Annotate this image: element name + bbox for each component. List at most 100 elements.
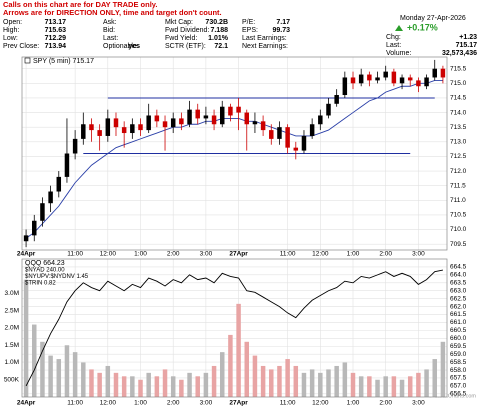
volume-bar xyxy=(252,355,258,397)
volume-bar xyxy=(309,369,315,397)
indicator-label: $TRIN 0.82 xyxy=(25,281,56,287)
candle-body xyxy=(162,121,168,128)
summary-change-pct: +0.17% xyxy=(407,22,438,32)
volume-bar xyxy=(130,376,135,397)
volume-bar xyxy=(399,379,405,397)
indicator-label: $NYUPV:$NYDNV 1.45 xyxy=(25,274,89,280)
quote-value: 713.94 xyxy=(45,43,67,50)
y-tick-label: 714.0 xyxy=(450,109,467,116)
candle-body xyxy=(130,124,135,134)
volume-bar xyxy=(187,372,192,397)
volume-bar xyxy=(342,362,348,397)
candle-body xyxy=(48,191,53,204)
y-tick-label: 661.5 xyxy=(450,311,467,318)
summary-label: Chg: xyxy=(386,34,401,41)
candle-body xyxy=(424,77,429,87)
x-tick-label: 11:00 xyxy=(280,251,296,258)
x-tick-label: 1:00 xyxy=(347,251,360,258)
notice-line: Arrows are for DIRECTION ONLY, time and … xyxy=(3,8,222,17)
candle-body xyxy=(72,138,78,154)
candle-body xyxy=(40,203,45,221)
volume-bar xyxy=(89,369,94,397)
quote-label: Prev Close: xyxy=(3,43,39,50)
x-tick-label: 12:00 xyxy=(312,400,329,406)
candle-body xyxy=(187,109,192,125)
y-tick-label: 656.5 xyxy=(450,391,467,398)
quote-label: Optionable: xyxy=(103,43,139,50)
quote-label: Next Earnings: xyxy=(242,43,288,50)
summary-value: 32,573,436 xyxy=(442,50,477,57)
volume-tick-label: 2.5M xyxy=(5,307,19,314)
quote-label: Fwd Dividend: xyxy=(165,27,209,34)
summary-value: +1.23 xyxy=(459,34,477,41)
candle-body xyxy=(228,106,233,116)
indicator-label: $NYAD 240.00 xyxy=(25,268,65,274)
y-tick-label: 658.0 xyxy=(450,367,467,374)
quote-value: 730.2B xyxy=(205,19,228,26)
volume-bar xyxy=(56,359,62,397)
candle-body xyxy=(113,118,119,128)
volume-bar xyxy=(293,365,299,397)
quote-label: SCTR (ETF): xyxy=(165,43,206,50)
y-tick-label: 662.5 xyxy=(450,295,467,302)
y-tick-label: 664.5 xyxy=(450,264,467,271)
candle-body xyxy=(375,77,380,81)
candle-body xyxy=(301,135,307,151)
volume-bar xyxy=(424,369,429,397)
y-tick-label: 659.5 xyxy=(450,343,467,350)
candle-body xyxy=(318,115,323,125)
volume-bar xyxy=(97,372,102,397)
quote-label: EPS: xyxy=(242,27,258,34)
quote-value: 713.17 xyxy=(45,19,67,26)
volume-bar xyxy=(40,341,45,397)
quote-value: 99.73 xyxy=(272,27,290,34)
y-tick-label: 660.5 xyxy=(450,327,467,334)
y-tick-label: 713.5 xyxy=(450,124,467,131)
volume-bar xyxy=(179,379,184,397)
volume-bar xyxy=(219,352,225,397)
volume-bar xyxy=(383,376,388,397)
chart-title: QQQ 664.23 xyxy=(25,260,65,267)
volume-tick-label: 1.0M xyxy=(5,359,19,366)
y-tick-label: 713.0 xyxy=(450,139,467,146)
volume-bar xyxy=(228,334,233,397)
volume-bar xyxy=(358,376,364,397)
volume-bar xyxy=(391,376,397,397)
candle-body xyxy=(89,124,94,131)
quote-label: Mkt Cap: xyxy=(165,19,193,26)
candle-body xyxy=(432,68,437,78)
candle-body xyxy=(391,71,397,84)
candle-body xyxy=(195,109,200,119)
candle-body xyxy=(407,77,413,81)
summary-date: Monday 27-Apr-2026 xyxy=(400,15,466,22)
x-tick-label: 11:00 xyxy=(67,251,83,258)
y-tick-label: 663.5 xyxy=(450,280,467,287)
candle-body xyxy=(285,127,290,148)
volume-bar xyxy=(432,359,437,397)
price-line xyxy=(25,269,443,387)
quote-label: Fwd Yield: xyxy=(165,35,197,42)
volume-bar xyxy=(318,372,323,397)
volume-bar xyxy=(170,376,176,397)
candle-body xyxy=(179,118,184,125)
volume-bar xyxy=(81,362,86,397)
quote-label: Bid: xyxy=(103,27,115,34)
moving-average xyxy=(25,79,443,239)
candle-body xyxy=(277,127,282,139)
quote-label: P/E: xyxy=(242,19,255,26)
candle-body xyxy=(358,74,364,84)
candle-body xyxy=(269,130,274,139)
y-tick-label: 658.5 xyxy=(450,359,467,366)
y-tick-label: 711.5 xyxy=(450,182,466,189)
candle-body xyxy=(97,130,102,136)
x-tick-label: 27Apr xyxy=(229,251,248,258)
volume-bar xyxy=(121,376,127,397)
volume-tick-label: 500K xyxy=(4,376,20,383)
watermark: © StockCharts.com xyxy=(429,392,477,399)
quote-label: High: xyxy=(3,27,19,34)
x-tick-label: 1:00 xyxy=(134,251,147,258)
y-tick-label: 661.0 xyxy=(450,319,467,326)
summary-value: 715.17 xyxy=(456,42,478,49)
x-tick-label: 11:00 xyxy=(280,400,296,406)
